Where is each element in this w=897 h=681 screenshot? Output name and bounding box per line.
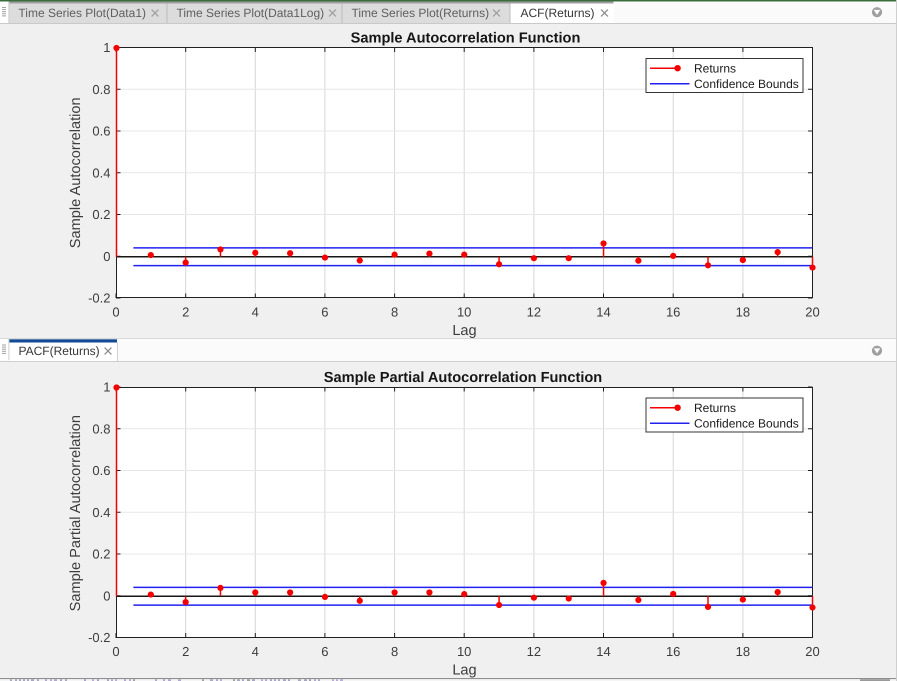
- svg-text:0.8: 0.8: [92, 82, 110, 97]
- svg-text:10: 10: [457, 644, 471, 659]
- svg-text:Confidence Bounds: Confidence Bounds: [694, 77, 799, 91]
- svg-text:Sample Autocorrelation Functio: Sample Autocorrelation Function: [351, 31, 581, 47]
- svg-text:18: 18: [736, 644, 750, 659]
- svg-text:Lag: Lag: [452, 323, 476, 339]
- svg-text:-0.2: -0.2: [88, 291, 110, 306]
- svg-text:6: 6: [321, 305, 328, 320]
- svg-text:Returns: Returns: [694, 62, 736, 76]
- svg-text:0: 0: [103, 588, 110, 603]
- svg-text:ACF(Returns): ACF(Returns): [521, 6, 595, 20]
- svg-text:1: 1: [103, 40, 110, 55]
- svg-text:Time Series Plot(Returns): Time Series Plot(Returns): [352, 6, 490, 20]
- svg-text:0: 0: [112, 644, 119, 659]
- svg-text:0.2: 0.2: [92, 207, 110, 222]
- svg-text:Time Series Plot(Data1): Time Series Plot(Data1): [18, 6, 146, 20]
- svg-text:0.8: 0.8: [92, 421, 110, 436]
- svg-text:8: 8: [391, 644, 398, 659]
- svg-text:-0.2: -0.2: [88, 630, 110, 645]
- svg-text:10: 10: [457, 305, 471, 320]
- svg-text:0: 0: [103, 249, 110, 264]
- svg-text:4: 4: [252, 644, 259, 659]
- svg-text:0: 0: [112, 305, 119, 320]
- svg-text:0.6: 0.6: [92, 463, 110, 478]
- svg-text:1: 1: [103, 380, 110, 395]
- svg-text:14: 14: [596, 644, 610, 659]
- svg-text:Sample Autocorrelation: Sample Autocorrelation: [68, 97, 84, 248]
- svg-text:0.4: 0.4: [92, 165, 110, 180]
- svg-text:16: 16: [666, 644, 680, 659]
- svg-text:Lag: Lag: [452, 663, 476, 679]
- svg-text:16: 16: [666, 305, 680, 320]
- svg-text:2: 2: [182, 305, 189, 320]
- svg-text:20: 20: [805, 644, 819, 659]
- svg-text:0.6: 0.6: [92, 124, 110, 139]
- svg-text:PACF(Returns): PACF(Returns): [19, 344, 100, 358]
- svg-text:12: 12: [527, 305, 541, 320]
- svg-text:12: 12: [527, 644, 541, 659]
- svg-text:6: 6: [321, 644, 328, 659]
- svg-text:8: 8: [391, 305, 398, 320]
- svg-text:20: 20: [805, 305, 819, 320]
- svg-text:4: 4: [252, 305, 259, 320]
- svg-text:14: 14: [596, 305, 610, 320]
- svg-text:0.4: 0.4: [92, 505, 110, 520]
- svg-text:2: 2: [182, 644, 189, 659]
- svg-text:Returns: Returns: [694, 401, 736, 415]
- svg-text:0.2: 0.2: [92, 547, 110, 562]
- svg-text:18: 18: [736, 305, 750, 320]
- svg-text:Sample Partial Autocorrelation: Sample Partial Autocorrelation Function: [324, 370, 602, 386]
- svg-text:Confidence Bounds: Confidence Bounds: [694, 417, 799, 431]
- svg-text:Time Series Plot(Data1Log): Time Series Plot(Data1Log): [177, 6, 325, 20]
- svg-text:Sample Partial Autocorrelation: Sample Partial Autocorrelation: [68, 415, 84, 611]
